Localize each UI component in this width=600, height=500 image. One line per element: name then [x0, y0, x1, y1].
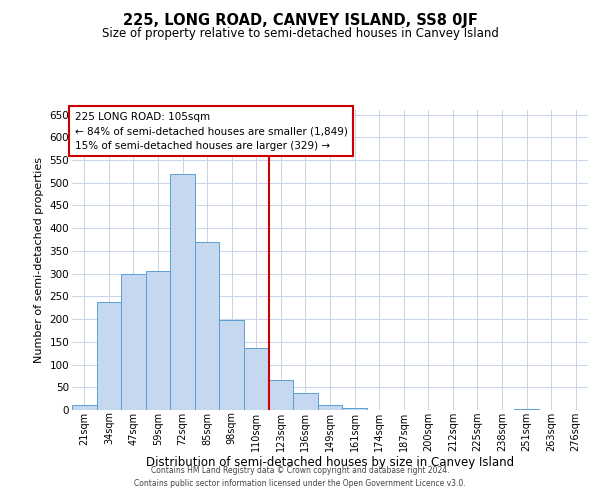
Text: Contains HM Land Registry data © Crown copyright and database right 2024.
Contai: Contains HM Land Registry data © Crown c… — [134, 466, 466, 487]
Bar — [244, 348, 269, 410]
Bar — [293, 392, 318, 410]
Bar — [146, 272, 170, 410]
Bar — [269, 380, 293, 410]
Bar — [97, 302, 121, 410]
Bar — [121, 274, 146, 410]
Bar — [195, 242, 220, 410]
Bar — [72, 404, 97, 410]
Text: Size of property relative to semi-detached houses in Canvey Island: Size of property relative to semi-detach… — [101, 28, 499, 40]
Y-axis label: Number of semi-detached properties: Number of semi-detached properties — [34, 157, 44, 363]
Bar — [220, 320, 244, 410]
Bar — [342, 408, 367, 410]
Text: 225, LONG ROAD, CANVEY ISLAND, SS8 0JF: 225, LONG ROAD, CANVEY ISLAND, SS8 0JF — [122, 12, 478, 28]
X-axis label: Distribution of semi-detached houses by size in Canvey Island: Distribution of semi-detached houses by … — [146, 456, 514, 469]
Text: 225 LONG ROAD: 105sqm
← 84% of semi-detached houses are smaller (1,849)
15% of s: 225 LONG ROAD: 105sqm ← 84% of semi-deta… — [74, 112, 347, 151]
Bar — [514, 409, 539, 410]
Bar — [318, 406, 342, 410]
Bar — [170, 174, 195, 410]
